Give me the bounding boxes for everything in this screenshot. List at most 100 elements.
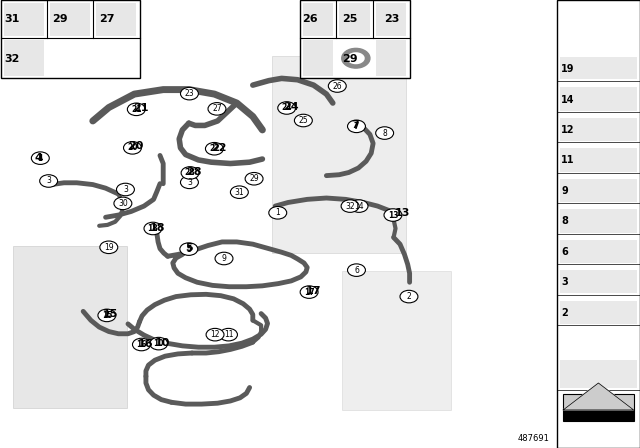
Text: 29: 29 [52,14,68,24]
Text: 5: 5 [185,243,193,253]
Bar [339,3,370,36]
Circle shape [127,103,145,116]
Text: 24: 24 [283,102,298,112]
Text: 28: 28 [185,168,195,177]
FancyBboxPatch shape [13,246,127,408]
Circle shape [269,207,287,219]
Text: 12: 12 [561,125,575,135]
Circle shape [230,186,248,198]
Text: 23: 23 [184,89,195,98]
Circle shape [208,103,226,115]
Bar [4,3,44,36]
Text: 21: 21 [131,105,141,114]
Bar [560,301,637,324]
Circle shape [328,80,346,92]
Text: 13: 13 [394,208,410,218]
Text: 9: 9 [221,254,227,263]
Text: 9: 9 [561,186,568,196]
Text: 19: 19 [104,243,114,252]
Circle shape [220,328,237,341]
Circle shape [384,209,402,221]
Text: 14: 14 [561,95,575,104]
Text: 11: 11 [224,330,233,339]
Circle shape [348,120,365,133]
Circle shape [100,241,118,254]
Text: 30: 30 [118,199,128,208]
Text: 29: 29 [342,54,358,64]
Circle shape [180,87,198,100]
Bar [557,0,640,448]
Text: 18: 18 [148,224,158,233]
Bar [560,360,637,388]
Text: 22: 22 [211,143,227,153]
Bar [303,3,333,36]
Bar [560,240,637,263]
Circle shape [245,172,263,185]
Text: 17: 17 [304,288,314,297]
Text: 4: 4 [38,154,43,163]
Bar [97,3,136,36]
FancyBboxPatch shape [563,394,634,421]
Text: 15: 15 [102,309,118,319]
Text: 20: 20 [128,141,143,151]
Circle shape [150,337,168,350]
Circle shape [144,222,162,235]
Circle shape [376,127,394,139]
Bar [376,40,406,76]
Circle shape [31,152,49,164]
Circle shape [116,183,134,196]
Circle shape [400,290,418,303]
Text: 2: 2 [406,292,412,301]
Text: 4: 4 [35,153,42,163]
Text: 23: 23 [384,14,399,24]
Circle shape [114,197,132,210]
Text: 2: 2 [561,308,568,318]
Bar [560,179,637,202]
Text: 5: 5 [186,245,191,254]
Text: 18: 18 [150,223,165,233]
Text: 31: 31 [234,188,244,197]
Text: 20: 20 [127,143,138,152]
Bar [560,57,637,79]
Bar [376,3,406,36]
Circle shape [40,175,58,187]
Circle shape [181,167,199,179]
Bar [303,40,333,76]
Bar [560,118,637,141]
Bar [4,40,44,76]
Text: 8: 8 [561,216,568,226]
Text: 22: 22 [209,144,220,153]
Text: 3: 3 [123,185,128,194]
Bar [300,0,410,78]
Text: 487691: 487691 [517,434,549,443]
Text: 6: 6 [561,247,568,257]
Text: 32: 32 [345,202,355,211]
Polygon shape [563,383,634,410]
Text: 14: 14 [354,202,364,211]
Text: 25: 25 [298,116,308,125]
Bar [563,410,634,421]
Text: 16: 16 [136,340,147,349]
Text: 24: 24 [282,103,292,112]
Text: 27: 27 [212,104,222,113]
Text: 10: 10 [155,338,170,348]
Text: 3: 3 [46,177,51,185]
Circle shape [215,252,233,265]
Text: 26: 26 [332,82,342,90]
Circle shape [348,264,365,276]
Text: 13: 13 [388,211,398,220]
Text: 16: 16 [138,339,153,349]
Text: 11: 11 [561,155,575,165]
Text: 10: 10 [154,339,164,348]
Bar [560,148,637,172]
Text: 15: 15 [102,311,112,320]
Circle shape [206,328,224,341]
Circle shape [180,243,198,255]
Text: 3: 3 [187,178,192,187]
Text: 8: 8 [382,129,387,138]
Bar [560,87,637,111]
Text: 26: 26 [302,14,317,24]
Text: 6: 6 [354,266,359,275]
Text: 32: 32 [4,54,19,64]
Text: 7: 7 [354,122,359,131]
